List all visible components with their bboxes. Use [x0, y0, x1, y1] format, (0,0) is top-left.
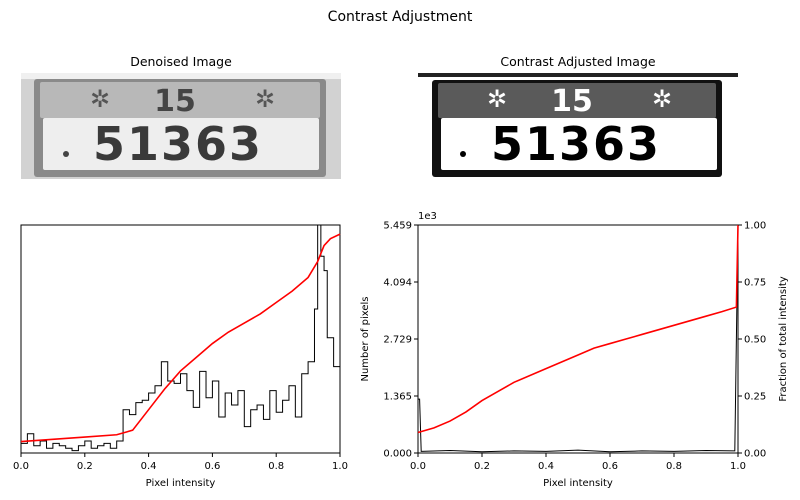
hist_adjusted-xtick-label: 1.0: [730, 461, 746, 472]
hist_denoised-xlabel: Pixel intensity: [146, 478, 216, 489]
hist_denoised-frame: [20, 224, 341, 454]
hist_denoised-cdf-line: [20, 233, 341, 443]
hist_denoised-xtick-label: 1.0: [332, 461, 348, 472]
hist_denoised-xtick-label: 0.2: [77, 461, 93, 472]
hist_denoised-histogram-line: [21, 224, 341, 452]
denoised-plate-emblem-right: ✲: [255, 85, 275, 113]
hist_adjusted-xtick-label: 0.8: [666, 461, 682, 472]
denoised-plate-dot: [63, 151, 69, 157]
hist_adjusted-xtick-label: 0.2: [474, 461, 490, 472]
hist_adjusted-ylabel-right: Fraction of total intensity: [778, 276, 789, 401]
adjusted-plate-emblem-right: ✲: [652, 85, 672, 113]
hist_denoised-xtick-label: 0.8: [268, 461, 284, 472]
adjusted-plate-dot: [460, 151, 466, 157]
hist_adjusted-xtick-label: 0.6: [602, 461, 618, 472]
figure-title: Contrast Adjustment: [328, 9, 473, 25]
hist_adjusted-ytick-right-label: 0.25: [744, 392, 766, 403]
denoised-image-title: Denoised Image: [130, 54, 232, 69]
denoised-plate-number: 51363: [93, 117, 263, 171]
hist_adjusted-histogram-line: [418, 224, 739, 453]
denoised-plate-emblem-left: ✲: [90, 85, 110, 113]
adjusted-plate-image: ✲ 15 ✲ 51363: [418, 73, 738, 179]
hist_adjusted-ytick-right-label: 1.00: [744, 221, 766, 232]
hist_adjusted-ytick-right-label: 0.50: [744, 335, 766, 346]
hist_adjusted-xtick-label: 0.0: [410, 461, 426, 472]
hist_denoised-xtick-label: 0.4: [141, 461, 157, 472]
hist_adjusted-ytick-right-label: 0.00: [744, 449, 766, 460]
hist_denoised-xtick-label: 0.6: [204, 461, 220, 472]
hist_adjusted-ytick-label: 0.000: [383, 449, 412, 460]
adjusted-histogram-chart: 0.0 0.2 0.4 0.6 0.8 1.0 Pixel intensity 0.000 1.…: [360, 211, 789, 489]
adjusted-plate-number: 51363: [491, 117, 661, 171]
adjusted-plate-emblem-left: ✲: [487, 85, 507, 113]
hist_adjusted-xtick-label: 0.4: [538, 461, 554, 472]
hist_adjusted-ytick-label: 2.729: [383, 335, 412, 346]
hist_adjusted-frame: [417, 224, 739, 454]
hist_adjusted-ylabel: Number of pixels: [360, 296, 371, 381]
hist_adjusted-y-offset: 1e3: [418, 211, 437, 222]
hist_adjusted-xlabel: Pixel intensity: [543, 478, 613, 489]
denoised-histogram-chart: 0.0 0.2 0.4 0.6 0.8 1.0 Pixel intensity: [13, 224, 348, 489]
adjusted-plate-top-text: 15: [551, 84, 593, 119]
denoised-plate-top-text: 15: [154, 84, 196, 119]
hist_denoised-xtick-label: 0.0: [13, 461, 29, 472]
adjusted-image-title: Contrast Adjusted Image: [500, 54, 656, 69]
hist_adjusted-cdf-line: [417, 224, 739, 434]
hist_adjusted-ytick-label: 5.459: [383, 221, 412, 232]
hist_adjusted-ytick-right-label: 0.75: [744, 278, 766, 289]
hist_adjusted-ytick-label: 4.094: [383, 278, 412, 289]
denoised-plate-image: ✲ 15 ✲ 51363: [21, 73, 341, 179]
hist_adjusted-ytick-label: 1.365: [383, 392, 412, 403]
